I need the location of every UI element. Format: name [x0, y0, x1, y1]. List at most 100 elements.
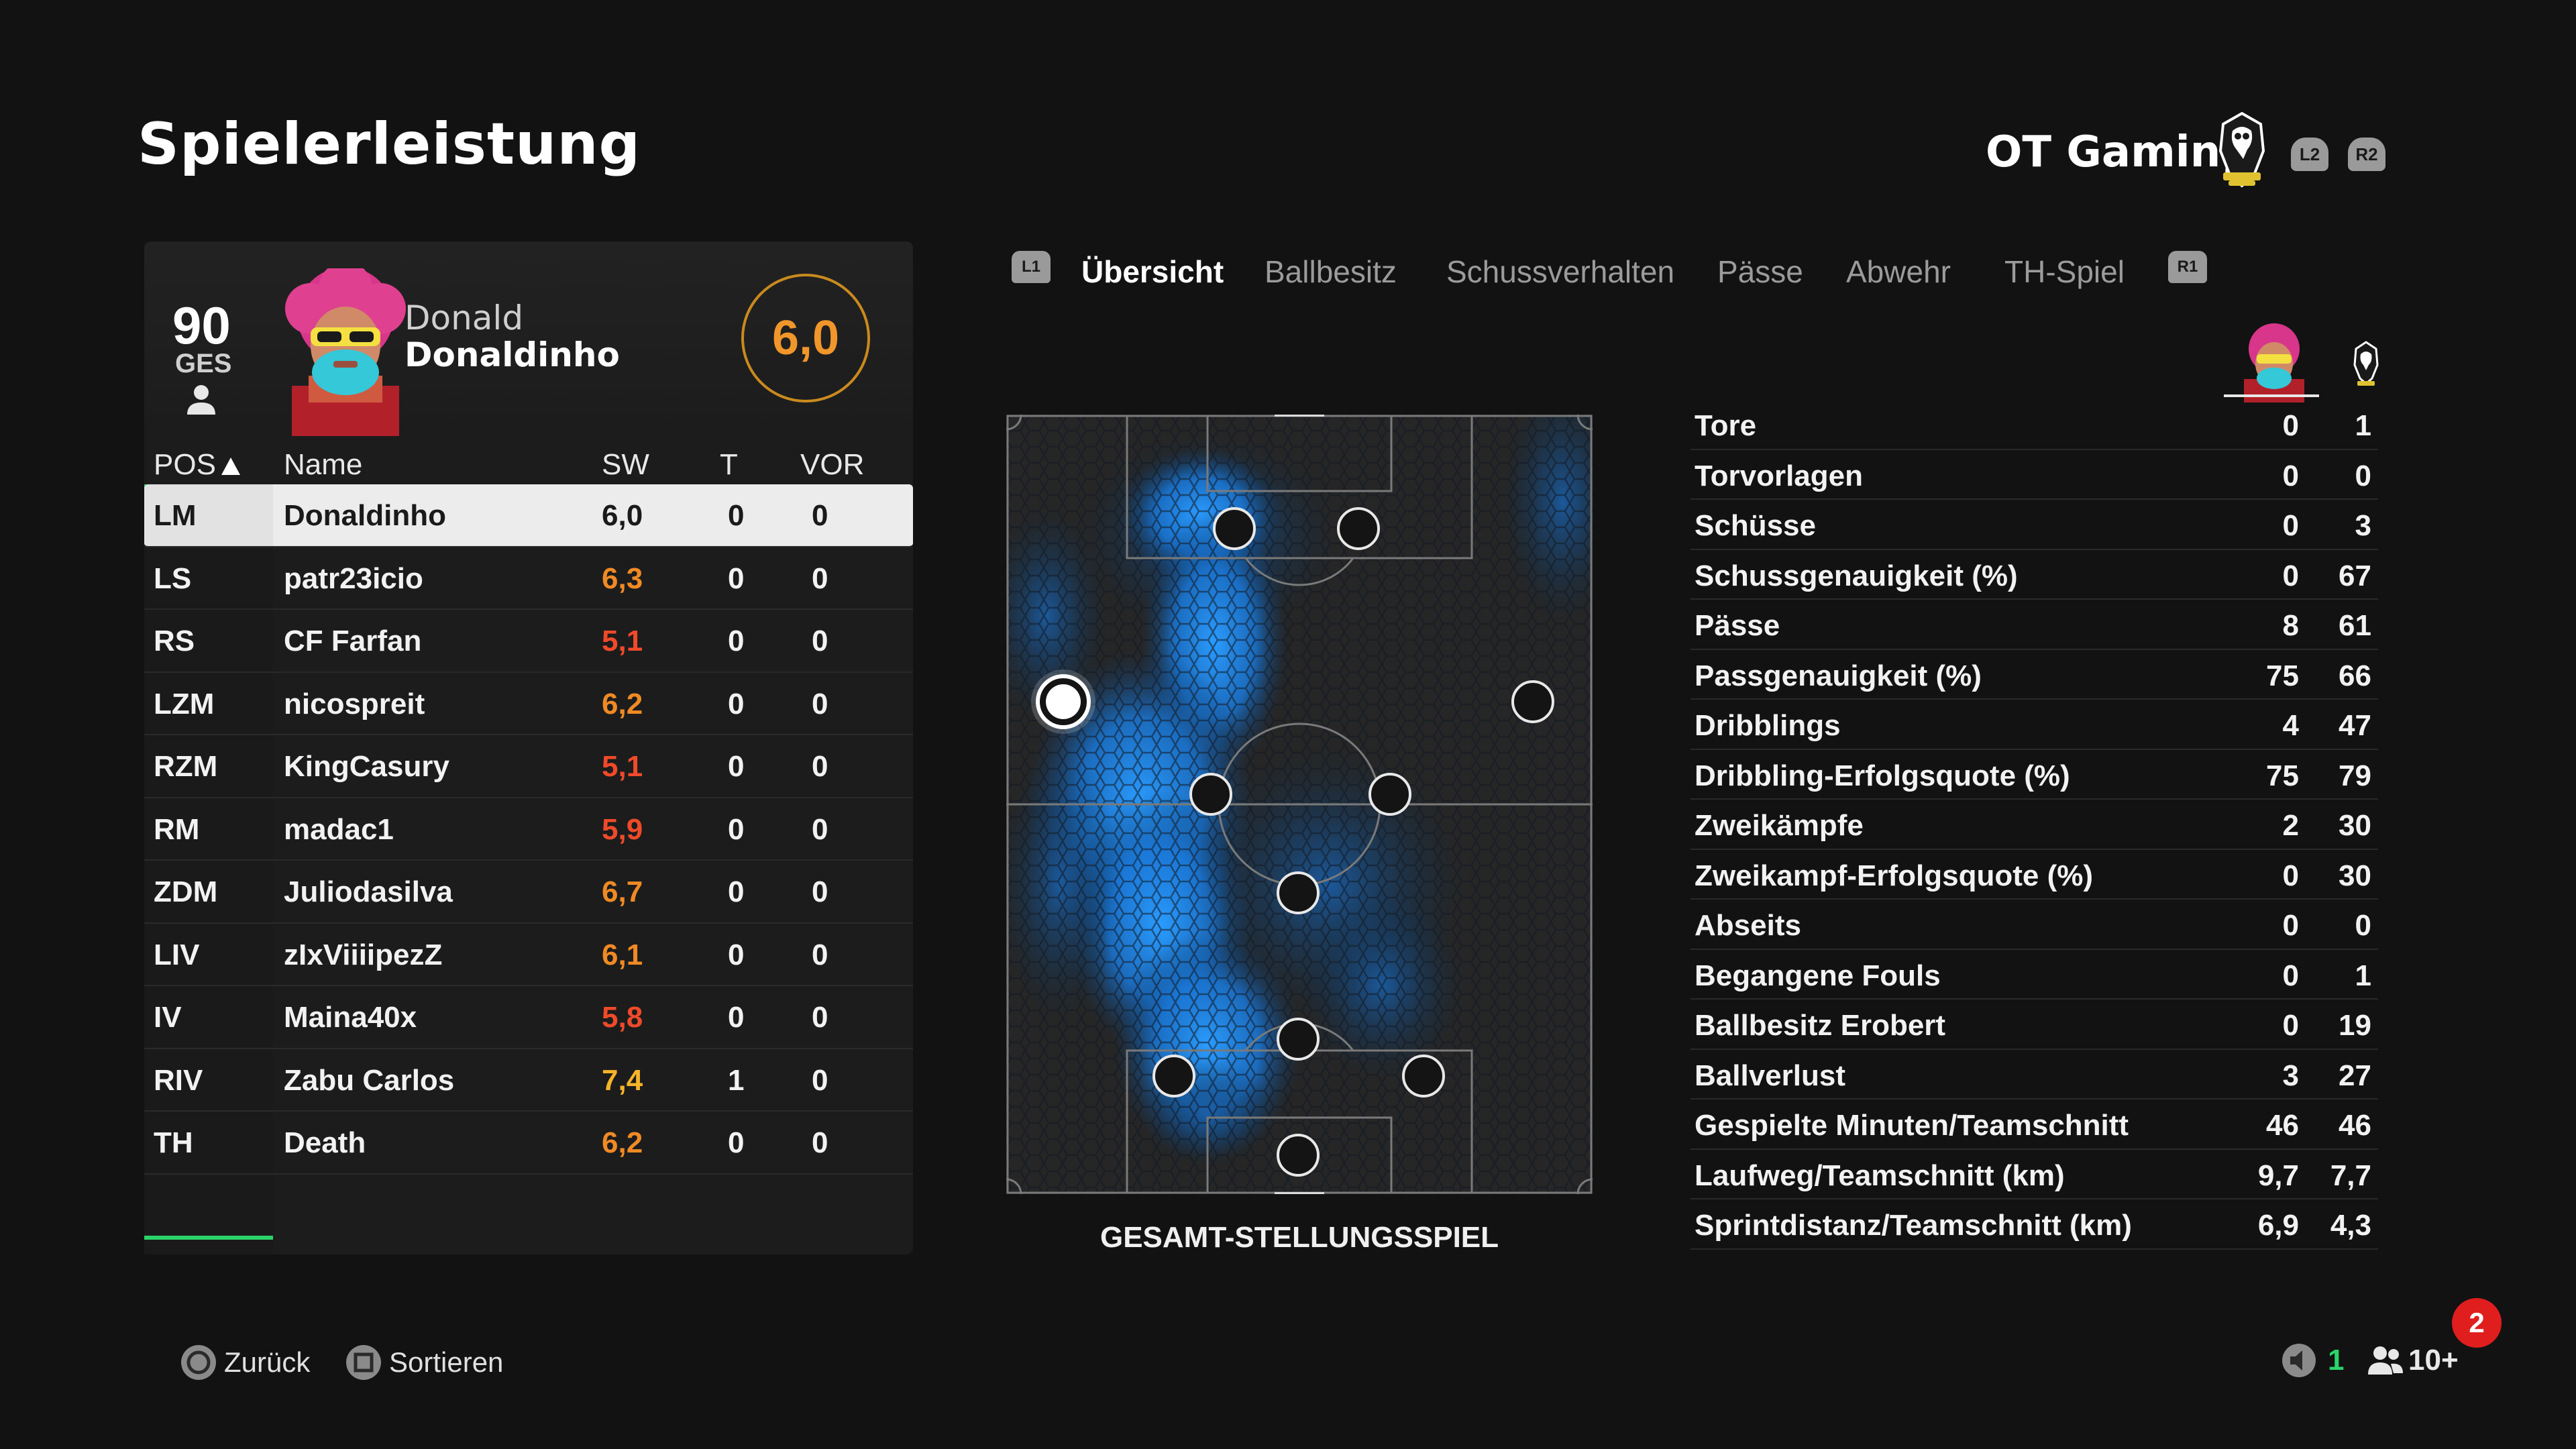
- stat-team-value: 0: [2355, 909, 2371, 942]
- player-name: Donaldinho: [284, 499, 446, 532]
- stat-row: Abseits 0 0: [1690, 900, 2378, 950]
- stat-label: Laufweg/Teamschnitt (km): [1695, 1159, 2065, 1192]
- stat-player-value: 4: [2282, 709, 2299, 742]
- stat-player-value: 0: [2282, 559, 2299, 592]
- player-goals: 0: [728, 938, 745, 971]
- stat-label: Passgenauigkeit (%): [1695, 659, 1982, 692]
- team-name: OT Gaming: [1986, 127, 2252, 177]
- stat-row: Sprintdistanz/Teamschnitt (km) 6,9 4,3: [1690, 1199, 2378, 1250]
- stat-label: Ballbesitz Erobert: [1695, 1009, 1946, 1042]
- stat-player-value: 46: [2266, 1109, 2299, 1142]
- back-hint[interactable]: Zurück: [180, 1344, 310, 1381]
- pos-cell: [144, 798, 273, 859]
- sort-hint[interactable]: Sortieren: [345, 1344, 503, 1381]
- stat-player-value: 75: [2266, 659, 2299, 692]
- player-assists: 0: [812, 561, 828, 595]
- stat-team-value: 67: [2339, 559, 2371, 592]
- table-row[interactable]: RM madac1 5,9 0 0: [144, 798, 913, 861]
- table-row[interactable]: IV Maina40x 5,8 0 0: [144, 986, 913, 1049]
- stat-player-value: 0: [2282, 1009, 2299, 1042]
- circle-button-icon: [181, 1345, 216, 1380]
- friends-icon: [2368, 1346, 2403, 1375]
- player-table-panel: 90 GES Donald Donaldinho 6,0 POS Name: [144, 241, 913, 1254]
- stat-player-value: 75: [2266, 759, 2299, 792]
- table-row[interactable]: RZM KingCasury 5,1 0 0: [144, 735, 913, 798]
- team-crest-small-icon: [2353, 341, 2379, 386]
- player-name: Death: [284, 1126, 366, 1159]
- player-position: RZM: [154, 750, 218, 783]
- player-goals: 0: [728, 1126, 745, 1159]
- position-marker: [1277, 871, 1320, 914]
- table-row[interactable]: RIV Zabu Carlos 7,4 1 0: [144, 1049, 913, 1112]
- position-marker: [1213, 507, 1256, 550]
- table-row[interactable]: TH Death 6,2 0 0: [144, 1112, 913, 1175]
- table-row[interactable]: RS CF Farfan 5,1 0 0: [144, 610, 913, 673]
- stat-label: Abseits: [1695, 909, 1801, 942]
- player-goals: 0: [728, 875, 745, 908]
- scroll-indicator: [144, 1236, 273, 1240]
- stat-team-value: 19: [2339, 1009, 2371, 1042]
- l2-button[interactable]: L2: [2291, 138, 2328, 171]
- tab-paesse[interactable]: Pässe: [1717, 254, 1803, 289]
- player-rating: 6,0: [602, 499, 643, 532]
- stat-label: Schüsse: [1695, 509, 1816, 542]
- overall-rating: 90: [172, 296, 231, 355]
- position-marker: [1368, 773, 1411, 816]
- stat-team-value: 27: [2339, 1059, 2371, 1092]
- column-t-header[interactable]: T: [720, 448, 738, 481]
- notification-badge[interactable]: 2: [2452, 1298, 2502, 1348]
- stat-label: Dribblings: [1695, 709, 1841, 742]
- column-vor-header[interactable]: VOR: [800, 448, 865, 481]
- tab-uebersicht[interactable]: Übersicht: [1081, 254, 1224, 289]
- stat-row: Schussgenauigkeit (%) 0 67: [1690, 550, 2378, 600]
- stat-team-value: 4,3: [2330, 1209, 2371, 1242]
- stat-row: Torvorlagen 0 0: [1690, 450, 2378, 500]
- stat-row: Ballverlust 3 27: [1690, 1050, 2378, 1099]
- match-rating-circle: 6,0: [741, 274, 870, 402]
- player-card: 90 GES Donald Donaldinho 6,0: [144, 241, 913, 436]
- stat-team-value: 7,7: [2330, 1159, 2371, 1192]
- tab-abwehr[interactable]: Abwehr: [1846, 254, 1951, 289]
- stat-player-value: 0: [2282, 409, 2299, 442]
- player-position: LZM: [154, 687, 215, 720]
- player-name: Zabu Carlos: [284, 1063, 455, 1097]
- player-rating: 6,2: [602, 1126, 643, 1159]
- r1-button[interactable]: R1: [2168, 251, 2207, 283]
- stat-row: Begangene Fouls 0 1: [1690, 950, 2378, 1000]
- stat-team-value: 1: [2355, 959, 2371, 992]
- player-rating: 5,9: [602, 812, 643, 846]
- l1-button[interactable]: L1: [1012, 251, 1051, 283]
- tab-schussverhalten[interactable]: Schussverhalten: [1446, 254, 1675, 289]
- position-marker: [1277, 1134, 1320, 1177]
- stat-team-value: 30: [2339, 809, 2371, 842]
- position-marker: [1189, 773, 1232, 816]
- tab-th-spiel[interactable]: TH-Spiel: [2004, 254, 2125, 289]
- player-position: RIV: [154, 1063, 203, 1097]
- stat-label: Schussgenauigkeit (%): [1695, 559, 2018, 592]
- column-sw-header[interactable]: SW: [602, 448, 649, 481]
- overall-label: GES: [175, 349, 232, 378]
- player-last-name: Donaldinho: [405, 335, 620, 374]
- stat-row: Tore 0 1: [1690, 400, 2378, 450]
- player-assists: 0: [812, 687, 828, 720]
- table-row[interactable]: LZM nicospreit 6,2 0 0: [144, 672, 913, 735]
- column-pos-header[interactable]: POS: [154, 448, 240, 482]
- table-row[interactable]: ZDM Juliodasilva 6,7 0 0: [144, 861, 913, 924]
- player-goals: 0: [728, 499, 745, 532]
- position-marker: [1152, 1055, 1195, 1097]
- table-row[interactable]: LM Donaldinho 6,0 0 0: [144, 484, 913, 547]
- match-rating-value: 6,0: [771, 311, 840, 365]
- player-position-markers: [1031, 507, 1554, 1177]
- player-assists: 0: [812, 625, 828, 657]
- social-status: 1 10+: [2281, 1338, 2509, 1385]
- column-name-header[interactable]: Name: [284, 448, 363, 481]
- stat-player-value: 8: [2282, 609, 2299, 642]
- tab-ballbesitz[interactable]: Ballbesitz: [1265, 254, 1397, 289]
- mute-speaker-icon: [2282, 1344, 2316, 1377]
- player-assists: 0: [812, 812, 828, 846]
- table-row[interactable]: LS patr23icio 6,3 0 0: [144, 547, 913, 610]
- player-assists: 0: [812, 1063, 828, 1097]
- player-position: LM: [154, 499, 197, 532]
- table-row[interactable]: LIV zIxViiiipezZ 6,1 0 0: [144, 923, 913, 986]
- r2-button[interactable]: R2: [2348, 138, 2385, 171]
